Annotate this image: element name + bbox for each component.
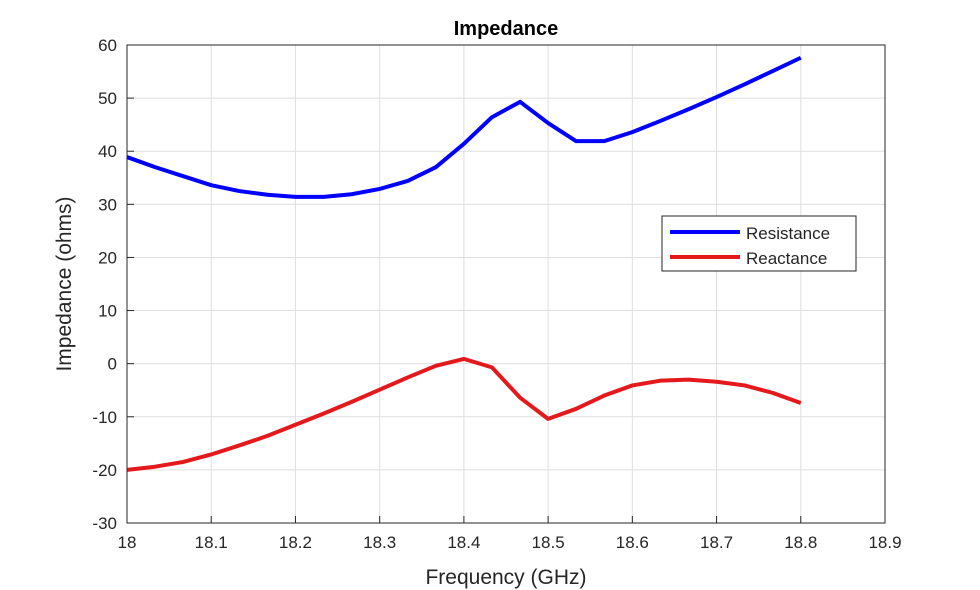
y-tick-label: 60 <box>98 36 117 55</box>
legend-box <box>661 215 857 272</box>
y-tick-labels: -30 -20 -10 0 10 20 30 40 50 60 <box>92 36 117 533</box>
x-tick-label: 18.4 <box>447 533 480 552</box>
x-tick-label: 18.3 <box>363 533 396 552</box>
x-tick-label: 18.9 <box>868 533 901 552</box>
y-tick-label: -30 <box>92 514 117 533</box>
y-tick-label: 30 <box>98 195 117 214</box>
y-tick-label: -10 <box>92 408 117 427</box>
x-tick-labels: 18 18.1 18.2 18.3 18.4 18.5 18.6 18.7 18.8 18.9 <box>118 533 902 552</box>
y-tick-label: 10 <box>98 302 117 321</box>
x-tick-label: 18.2 <box>279 533 312 552</box>
plot-frame <box>126 44 886 524</box>
x-tick-label: 18 <box>118 533 137 552</box>
x-tick-label: 18.5 <box>532 533 565 552</box>
x-tick-label: 18.6 <box>616 533 649 552</box>
y-tick-label: 0 <box>108 355 117 374</box>
series-line-reactance <box>126 356 802 472</box>
x-tick-label: 18.7 <box>700 533 733 552</box>
x-tick-label: 18.1 <box>195 533 228 552</box>
y-tick-label: 50 <box>98 89 117 108</box>
y-tick-label: 40 <box>98 142 117 161</box>
chart-title: Impedance <box>454 18 558 40</box>
legend: Resistance Reactance <box>661 215 857 272</box>
grid <box>126 44 886 524</box>
legend-label-resistance: Resistance <box>746 224 830 243</box>
x-axis-label: Frequency (GHz) <box>425 566 586 589</box>
series-lines <box>126 55 802 472</box>
y-tick-label: -20 <box>92 461 117 480</box>
y-axis-label: Impedance (ohms) <box>53 196 76 371</box>
series-line-resistance <box>126 55 802 199</box>
x-tick-label: 18.8 <box>784 533 817 552</box>
y-tick-label: 20 <box>98 248 117 267</box>
legend-label-reactance: Reactance <box>746 249 827 268</box>
